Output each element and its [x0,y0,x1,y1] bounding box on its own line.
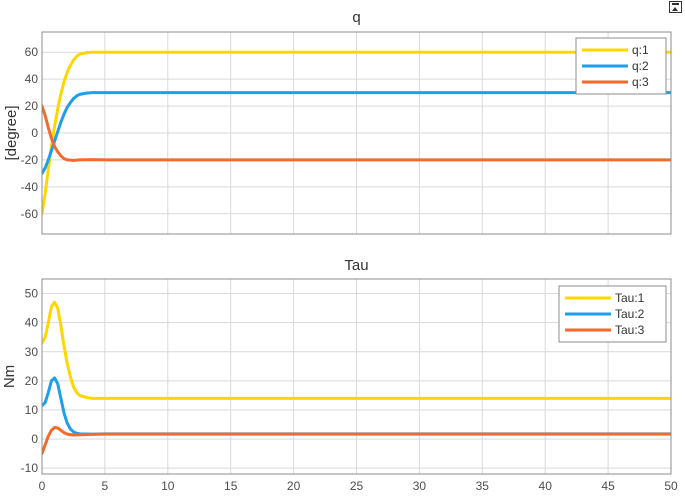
q-ytick-label: 60 [25,45,39,59]
tau-xtick-label: 35 [476,479,490,493]
q-ytick-label: 40 [25,72,39,86]
legend-label-tau-1: Tau:1 [615,291,645,305]
legend-label-q-1: q:1 [632,43,649,57]
q-title: q [352,9,360,26]
tau-xtick-label: 50 [664,479,678,493]
q-ytick-label: -60 [21,207,39,221]
tau-ytick-label: 50 [25,287,39,301]
q-legend[interactable]: q:1 q:2 q:3 [575,37,667,95]
tau-ytick-label: 0 [31,432,38,446]
q-axes-frame [41,31,672,235]
tau-xtick-label: 0 [39,479,46,493]
tau-ytick-label: 40 [25,316,39,330]
series-line-tau-1 [42,300,671,400]
series-line-q-2 [42,91,671,175]
series-line-tau-3 [42,425,671,456]
undock-icon[interactable] [669,1,682,13]
tau-xtick-label: 15 [224,479,238,493]
tau-xtick-label: 25 [350,479,364,493]
tau-legend[interactable]: Tau:1 Tau:2 Tau:3 [558,285,667,343]
tau-xtick-label: 45 [601,479,615,493]
q-ytick-label: -20 [21,153,39,167]
tau-xtick-label: 10 [161,479,175,493]
tau-ylabel: Nm [1,365,18,388]
tau-ytick-label: 10 [25,403,39,417]
q-subplot: -60 -40 -20 0 20 40 60 q [degree] q:1 q:2 q:3 [3,9,672,235]
q-ylabel: [degree] [3,105,20,160]
q-ytick-label: 20 [25,99,39,113]
legend-label-tau-2: Tau:2 [615,307,645,321]
tau-ytick-label: 20 [25,374,39,388]
legend-label-tau-3: Tau:3 [615,323,645,337]
legend-label-q-2: q:2 [632,59,649,73]
tau-axes-frame [41,278,672,475]
q-ytick-label: -40 [21,180,39,194]
legend-label-q-3: q:3 [632,75,649,89]
q-ytick-label: 0 [31,126,38,140]
tau-xtick-label: 20 [287,479,301,493]
tau-ytick-label: 30 [25,345,39,359]
tau-xtick-label: 40 [539,479,553,493]
series-line-q-3 [42,104,671,162]
tau-xtick-label: 30 [413,479,427,493]
tau-xtick-label: 5 [102,479,109,493]
tau-title: Tau [344,257,368,274]
tau-ytick-label: -10 [21,461,39,475]
